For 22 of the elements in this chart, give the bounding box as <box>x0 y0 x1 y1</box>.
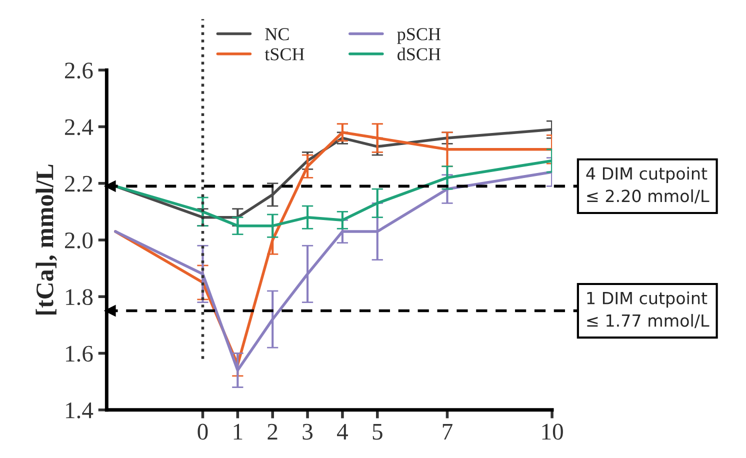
legend-label: tSCH <box>264 48 304 60</box>
x-tick-label: 4 <box>337 424 348 440</box>
x-tick-label: 2 <box>268 424 278 440</box>
legend-label: dSCH <box>398 48 440 60</box>
x-tick-label: 0 <box>198 424 208 440</box>
x-tick-label: 7 <box>442 424 452 440</box>
legend-label: NC <box>265 28 289 40</box>
y-tick-label: 2.6 <box>65 62 93 79</box>
y-tick-label: 2.4 <box>65 119 94 136</box>
x-tick-label: 10 <box>542 424 563 440</box>
legend-label: pSCH <box>397 28 440 44</box>
ref-line-label: 1 DIM cutpoint ≤ 1.77 mmol/L <box>587 291 710 328</box>
y-tick-label: 2.2 <box>65 176 92 192</box>
x-tick-label: 5 <box>372 424 382 440</box>
x-tick-label: 1 <box>234 424 242 440</box>
y-tick-label: 1.4 <box>66 402 94 418</box>
y-tick-label: 2.0 <box>65 232 93 249</box>
ref-line-label: 4 DIM cutpoint ≤ 2.20 mmol/L <box>586 166 710 204</box>
y-tick-label: 1.6 <box>66 346 93 362</box>
y-axis-title: [tCa], mmol/L <box>36 164 57 315</box>
y-tick-label: 1.8 <box>66 289 93 306</box>
x-tick-label: 3 <box>302 424 313 440</box>
